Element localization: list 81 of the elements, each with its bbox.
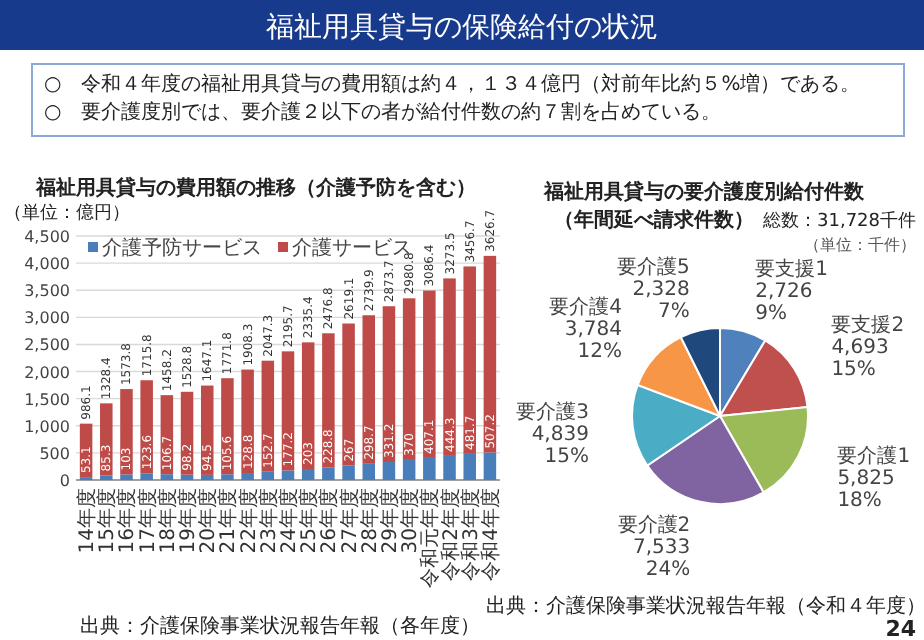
bar [463, 266, 476, 454]
slice-label: 要介護2 [617, 512, 691, 537]
x-tick-label: 24年度 [277, 488, 301, 554]
data-label: 2,726 9% [755, 280, 813, 325]
bar [423, 457, 436, 480]
x-tick-label: 令和2年度 [438, 488, 463, 581]
text: ○ 要介護度別では、要介護２以下の者が給付件数の約７割を占めている。 [44, 100, 722, 124]
x-tick-label: 23年度 [256, 488, 281, 554]
text: ○ 令和４年度の福祉用具貸与の費用額は約４，１３４億円（対前年比約５%増）である。 [44, 72, 861, 96]
slice-label: 要介護1 [837, 444, 911, 469]
y-tick-label: 1,000 [24, 417, 70, 436]
bar [160, 474, 174, 480]
y-tick-label: 3,000 [24, 309, 70, 328]
x-tick-label: 21年度 [216, 488, 241, 554]
x-tick-label: 28年度 [357, 488, 382, 554]
y-tick-label: 4,500 [24, 228, 70, 246]
bar [483, 452, 497, 480]
source-note: 出典：介護保険事業状況報告年報（各年度） [80, 614, 480, 638]
data-label: 4,693 15% [831, 337, 889, 382]
data-label: 2,328 7% [632, 279, 690, 324]
bar [241, 473, 254, 480]
bar [221, 474, 234, 480]
bar [322, 467, 335, 480]
slice-label: 要介護4 [549, 295, 623, 320]
bar [423, 290, 436, 458]
y-tick-label: 4,000 [24, 255, 70, 274]
x-tick-label: 令和4年度 [478, 488, 503, 581]
bar [463, 453, 476, 480]
data-label: 3,784 12% [564, 319, 623, 364]
y-tick-label: 3,500 [24, 282, 70, 301]
x-tick-label: 令和元年度 [418, 488, 443, 588]
x-tick-label: 26年度 [317, 488, 342, 554]
bar [402, 298, 416, 460]
x-tick-label: 17年度 [135, 488, 160, 554]
y-tick-label: 500 [39, 444, 70, 463]
slice-label: 要介護3 [516, 399, 589, 424]
bar [362, 463, 376, 480]
legend-label: 介護予防サービス [102, 236, 262, 260]
bar [180, 474, 194, 480]
x-tick-label: 令和3年度 [458, 488, 483, 581]
text: 福祉用具貸与の保険給付の状況 [266, 12, 658, 44]
y-tick-label: 2,500 [24, 336, 70, 355]
chart-title: 福祉用具貸与の費用額の推移（介護予防を含む） [34, 176, 476, 200]
y-tick-label: 2,000 [24, 363, 70, 382]
bar [342, 465, 355, 480]
x-tick-label: 22年度 [236, 488, 261, 554]
bar [140, 380, 153, 474]
bar [382, 462, 396, 480]
x-tick-label: 29年度 [377, 488, 402, 554]
bar [140, 473, 153, 480]
bar [443, 455, 456, 480]
text: 24 [885, 616, 917, 640]
data-label: 5,825 18% [837, 468, 895, 513]
chart-subtitle: （年間延べ請求件数） [554, 208, 754, 232]
bar [342, 323, 355, 466]
x-tick-label: 18年度 [155, 488, 180, 554]
source-note: 出典：介護保険事業状況報告年報（令和４年度） [486, 594, 924, 618]
y-axis-title: （単位：億円） [4, 202, 130, 224]
data-label: 7,533 24% [633, 536, 691, 581]
y-tick-label: 1,500 [24, 390, 70, 409]
text: （単位：千件） [804, 236, 916, 254]
bar [301, 468, 315, 480]
bar [322, 333, 335, 468]
slice-label: 要介護5 [617, 255, 690, 280]
bar [241, 369, 254, 474]
bar [402, 459, 416, 480]
slice-label: 要支援1 [755, 256, 828, 281]
slice-label: 要支援2 [831, 313, 905, 338]
x-tick-label: 27年度 [337, 488, 362, 554]
bar [120, 474, 133, 480]
bar [281, 470, 295, 480]
chart-title: 福祉用具貸与の要介護度別給付件数 [542, 180, 866, 204]
bar [443, 278, 456, 456]
bar [221, 378, 234, 475]
bar [261, 471, 275, 480]
data-label: 4,839 15% [531, 423, 589, 468]
bar [200, 474, 214, 480]
bar [120, 389, 133, 475]
text: 総数：31,728千件 [761, 210, 916, 232]
x-tick-label: 16年度 [115, 488, 140, 554]
y-tick-label: 0 [59, 472, 70, 490]
